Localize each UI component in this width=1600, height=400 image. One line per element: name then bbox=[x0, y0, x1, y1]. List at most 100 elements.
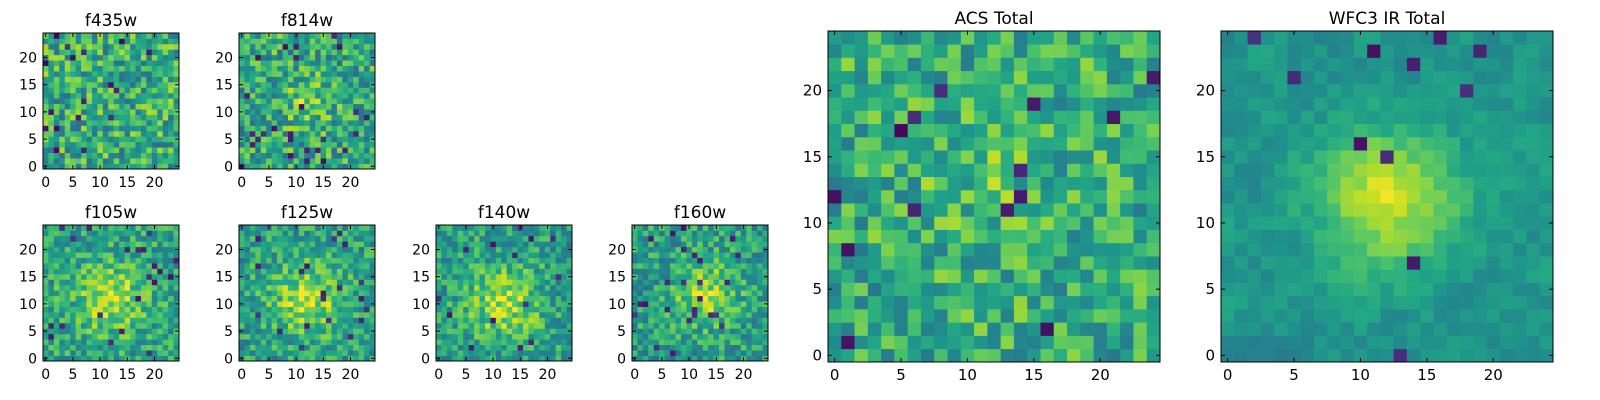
heatmap-cell bbox=[287, 306, 294, 313]
heatmap-cell bbox=[331, 152, 338, 159]
heatmap-cell bbox=[102, 317, 109, 324]
heatmap-cell bbox=[336, 350, 343, 356]
heatmap-cell bbox=[1027, 31, 1041, 45]
heatmap-cell bbox=[287, 333, 294, 340]
heatmap-cell bbox=[1460, 163, 1474, 177]
heatmap-cell bbox=[347, 290, 354, 297]
heatmap-cell bbox=[64, 339, 71, 346]
heatmap-cell bbox=[102, 120, 109, 126]
heatmap-cell bbox=[249, 87, 256, 94]
heatmap-cell bbox=[81, 49, 87, 56]
heatmap-cell bbox=[309, 225, 316, 231]
heatmap-cell bbox=[686, 350, 693, 356]
heatmap-cell bbox=[140, 81, 147, 88]
heatmap-cell bbox=[157, 125, 164, 132]
heatmap-cell bbox=[523, 295, 529, 302]
heatmap-cell bbox=[659, 263, 665, 269]
heatmap-cell bbox=[691, 301, 698, 307]
heatmap-cell bbox=[517, 273, 524, 280]
heatmap-cell bbox=[75, 273, 82, 280]
heatmap-cell bbox=[468, 284, 475, 291]
heatmap-cell bbox=[691, 230, 698, 237]
heatmap-cell bbox=[260, 344, 267, 351]
heatmap-cell bbox=[287, 350, 294, 356]
heatmap-cell bbox=[70, 76, 76, 83]
heatmap-cell bbox=[1120, 335, 1134, 350]
heatmap-cell bbox=[854, 348, 869, 363]
heatmap-cell bbox=[304, 301, 311, 307]
heatmap-cell bbox=[881, 83, 895, 98]
heatmap-cell bbox=[271, 33, 278, 39]
heatmap-cell bbox=[124, 109, 131, 115]
heatmap-cell bbox=[331, 163, 338, 170]
heatmap-cell bbox=[1513, 269, 1527, 283]
heatmap-cell bbox=[97, 312, 104, 318]
heatmap-cell bbox=[675, 322, 682, 329]
heatmap-cell bbox=[102, 339, 109, 346]
heatmap-cell bbox=[358, 301, 365, 307]
heatmap-cell bbox=[320, 98, 327, 105]
heatmap-cell bbox=[244, 130, 251, 137]
heatmap-cell bbox=[108, 235, 115, 242]
heatmap-cell bbox=[1000, 322, 1015, 336]
heatmap-cell bbox=[1234, 335, 1248, 350]
heatmap-cell bbox=[544, 273, 551, 280]
heatmap-cell bbox=[474, 301, 480, 307]
heatmap-cell bbox=[287, 268, 294, 275]
heatmap-cell bbox=[653, 339, 660, 346]
heatmap-cell bbox=[97, 317, 104, 324]
heatmap-cell bbox=[751, 355, 758, 362]
heatmap-cell bbox=[119, 306, 125, 313]
heatmap-cell bbox=[336, 120, 343, 126]
heatmap-cell bbox=[173, 120, 180, 126]
heatmap-cell bbox=[249, 43, 256, 50]
heatmap-cell bbox=[1133, 269, 1148, 283]
heatmap-cell bbox=[64, 252, 71, 258]
heatmap-cell bbox=[244, 263, 251, 269]
heatmap-cell bbox=[1473, 256, 1487, 270]
heatmap-cell bbox=[157, 71, 164, 77]
heatmap-cell bbox=[48, 295, 55, 302]
heatmap-cell bbox=[512, 268, 518, 275]
heatmap-cell bbox=[244, 114, 251, 121]
heatmap-cell bbox=[168, 76, 174, 83]
heatmap-cell bbox=[64, 76, 71, 83]
heatmap-cell bbox=[907, 335, 922, 350]
heatmap-cell bbox=[43, 60, 49, 66]
heatmap-cell bbox=[331, 350, 338, 356]
heatmap-cell bbox=[691, 279, 698, 286]
heatmap-cell bbox=[119, 339, 125, 346]
heatmap-cell bbox=[146, 103, 153, 110]
heatmap-cell bbox=[124, 71, 131, 77]
heatmap-cell bbox=[244, 54, 251, 61]
heatmap-cell bbox=[124, 290, 131, 297]
heatmap-cell bbox=[59, 333, 66, 340]
heatmap-cell bbox=[140, 279, 147, 286]
heatmap-cell bbox=[719, 339, 725, 346]
heatmap-cell bbox=[53, 120, 60, 126]
heatmap-cell bbox=[1420, 150, 1434, 164]
heatmap-cell bbox=[854, 309, 869, 323]
heatmap-cell bbox=[282, 295, 289, 302]
heatmap-cell bbox=[1260, 163, 1275, 177]
heatmap-cell bbox=[168, 152, 174, 159]
heatmap-cell bbox=[309, 81, 316, 88]
heatmap-cell bbox=[463, 252, 469, 258]
heatmap-cell bbox=[561, 257, 567, 264]
heatmap-cell bbox=[53, 306, 60, 313]
heatmap-cell bbox=[146, 257, 153, 264]
heatmap-cell bbox=[342, 65, 349, 72]
heatmap-cell bbox=[1446, 229, 1461, 244]
heatmap-cell bbox=[70, 103, 76, 110]
heatmap-cell bbox=[266, 339, 272, 346]
heatmap-cell bbox=[1000, 203, 1015, 217]
heatmap-cell bbox=[1313, 189, 1328, 204]
heatmap-cell bbox=[1473, 348, 1487, 363]
heatmap-cell bbox=[841, 150, 855, 164]
heatmap-cell bbox=[146, 225, 153, 231]
heatmap-cell bbox=[947, 229, 962, 244]
heatmap-cell bbox=[719, 225, 725, 231]
heatmap-cell bbox=[260, 54, 267, 61]
heatmap-cell bbox=[1313, 229, 1328, 244]
heatmap-cell bbox=[108, 141, 115, 148]
